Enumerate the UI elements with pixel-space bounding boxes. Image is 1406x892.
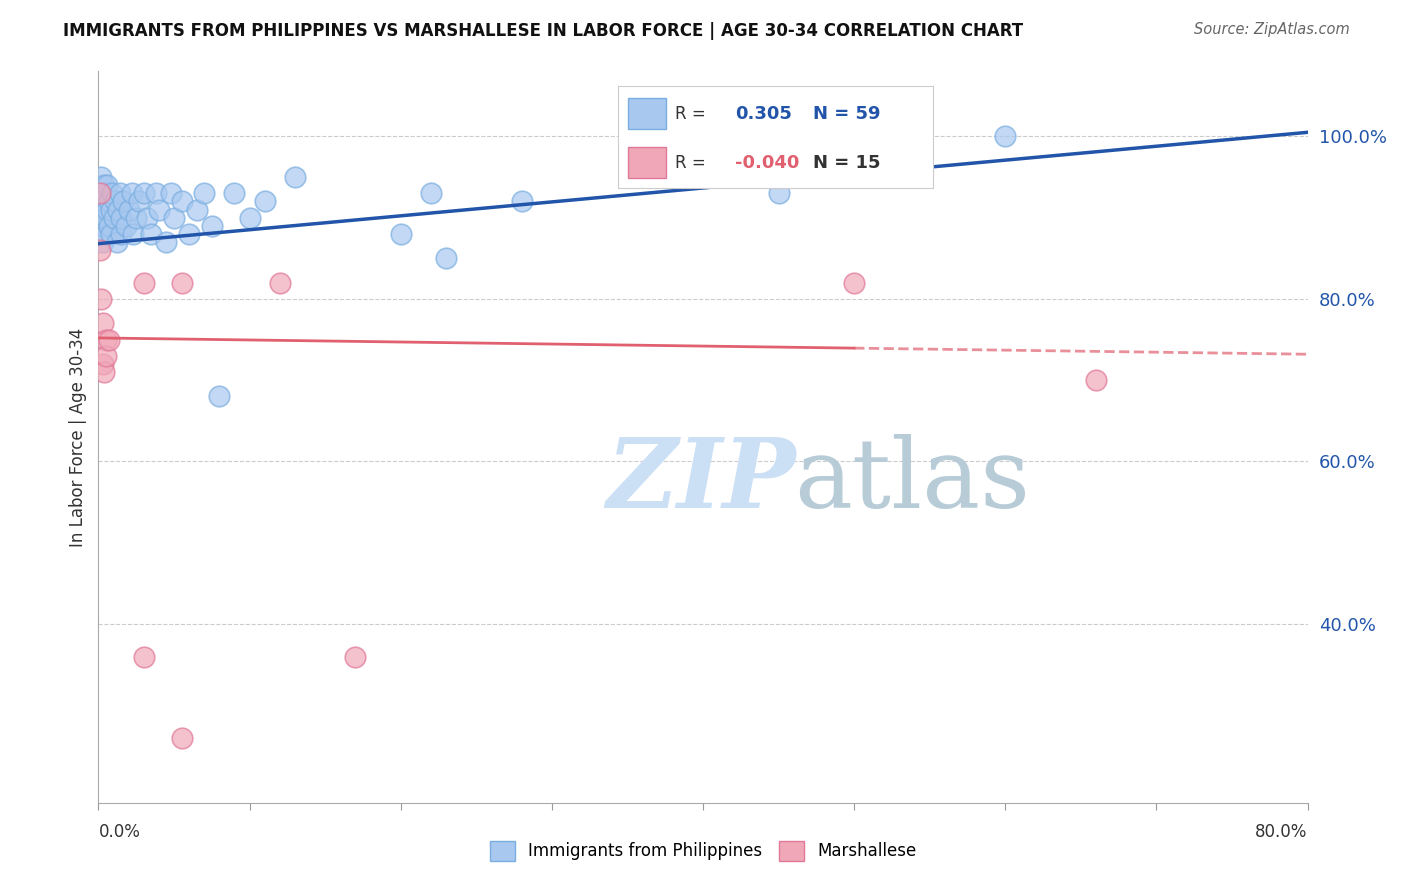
Point <box>94 186 117 201</box>
Point <box>91 316 114 330</box>
Point <box>93 219 115 233</box>
Point <box>96 202 118 217</box>
Point <box>420 186 443 201</box>
Point <box>98 194 121 209</box>
Point <box>98 219 121 233</box>
Point <box>89 243 111 257</box>
Point <box>110 227 132 241</box>
Point <box>121 186 143 201</box>
Text: ZIP: ZIP <box>606 434 796 528</box>
Point <box>170 276 193 290</box>
Point <box>239 211 262 225</box>
Point <box>269 276 291 290</box>
Point <box>389 227 412 241</box>
Point <box>160 186 183 201</box>
Point <box>510 194 533 209</box>
Point <box>91 235 114 249</box>
Point <box>208 389 231 403</box>
Point <box>284 169 307 184</box>
Point <box>100 227 122 241</box>
Point <box>89 186 111 201</box>
Point <box>96 178 118 193</box>
Point <box>114 219 136 233</box>
Point <box>107 202 129 217</box>
Text: 80.0%: 80.0% <box>1256 823 1308 841</box>
Point <box>89 211 111 225</box>
Point <box>93 365 115 379</box>
Text: Source: ZipAtlas.com: Source: ZipAtlas.com <box>1194 22 1350 37</box>
Point <box>170 731 193 745</box>
Point <box>224 186 246 201</box>
Point <box>170 194 193 209</box>
Point <box>98 333 121 347</box>
Point <box>768 186 790 201</box>
Text: atlas: atlas <box>793 434 1029 528</box>
Point <box>163 211 186 225</box>
Point <box>93 194 115 209</box>
Point <box>100 202 122 217</box>
Point <box>105 235 128 249</box>
Point <box>94 211 117 225</box>
Point <box>108 186 131 201</box>
Point <box>90 227 112 241</box>
Point <box>90 292 112 306</box>
Point <box>101 186 124 201</box>
Point <box>128 194 150 209</box>
Point <box>155 235 177 249</box>
Point <box>90 194 112 209</box>
Point <box>193 186 215 201</box>
Point <box>132 186 155 201</box>
Point <box>132 649 155 664</box>
Point <box>91 186 114 201</box>
Point <box>201 219 224 233</box>
Point <box>186 202 208 217</box>
Point <box>253 194 276 209</box>
Point <box>94 333 117 347</box>
Point <box>994 129 1017 144</box>
Point <box>89 186 111 201</box>
Point <box>434 252 457 266</box>
Point <box>94 349 117 363</box>
Point <box>179 227 201 241</box>
Point <box>111 194 134 209</box>
Point <box>148 202 170 217</box>
Point <box>93 178 115 193</box>
Point <box>135 211 157 225</box>
Legend: Immigrants from Philippines, Marshallese: Immigrants from Philippines, Marshallese <box>484 834 922 868</box>
Point <box>844 276 866 290</box>
Point <box>103 211 125 225</box>
Point <box>91 202 114 217</box>
Point <box>118 202 141 217</box>
Point <box>90 169 112 184</box>
Point <box>104 194 127 209</box>
Point <box>141 227 163 241</box>
Point <box>145 186 167 201</box>
Text: IMMIGRANTS FROM PHILIPPINES VS MARSHALLESE IN LABOR FORCE | AGE 30-34 CORRELATIO: IMMIGRANTS FROM PHILIPPINES VS MARSHALLE… <box>63 22 1024 40</box>
Point <box>1085 373 1108 387</box>
Point <box>110 211 132 225</box>
Point <box>122 227 145 241</box>
Text: 0.0%: 0.0% <box>98 823 141 841</box>
Point <box>91 357 114 371</box>
Point <box>344 649 367 664</box>
Point <box>132 276 155 290</box>
Y-axis label: In Labor Force | Age 30-34: In Labor Force | Age 30-34 <box>69 327 87 547</box>
Point <box>94 227 117 241</box>
Point <box>125 211 148 225</box>
